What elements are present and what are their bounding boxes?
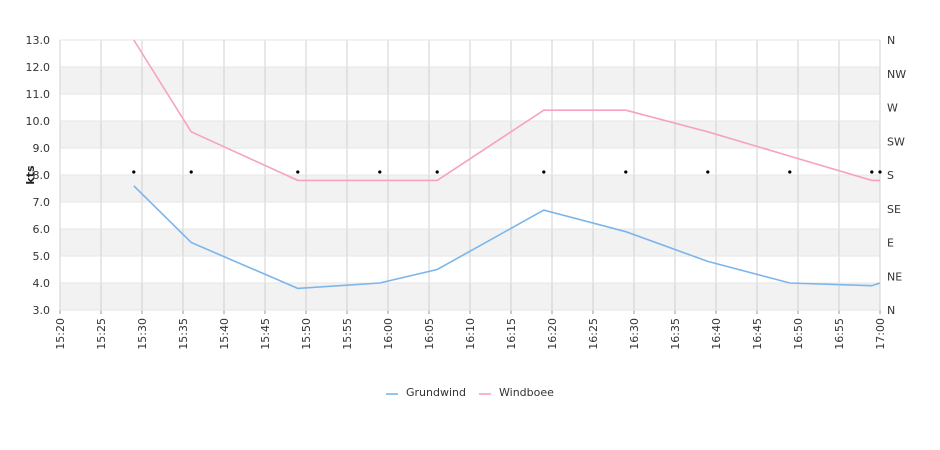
vertical-gridlines [59,40,881,314]
y-axis-title: kts [24,165,37,185]
x-tick-label: 15:45 [259,318,272,350]
x-tick-label: 15:55 [341,318,354,350]
direction-tick-label: S [887,169,894,182]
y-tick-label: 8.0 [33,169,51,182]
x-tick-label: 16:20 [546,318,559,350]
x-tick-label: 16:30 [628,318,641,350]
x-tick-label: 16:40 [710,318,723,350]
direction-tick-label: SE [887,203,901,216]
x-tick-label: 15:40 [218,318,231,350]
legend-label: Windboee [499,386,554,399]
x-tick-label: 16:05 [423,318,436,350]
y-tick-label: 6.0 [33,223,51,236]
legend: Grundwind Windboee [386,386,554,399]
x-tick-label: 16:45 [751,318,764,350]
x-tick-label: 15:25 [95,318,108,350]
x-tick-label: 15:50 [300,318,313,350]
y-axis-ticks: 3.0 4.0 5.0 6.0 7.0 8.0 9.0 10.0 11.0 12.0 13.0 [26,34,51,317]
y-tick-label: 11.0 [26,88,51,101]
x-tick-label: 16:35 [669,318,682,350]
direction-marker [378,170,382,174]
y-tick-label: 4.0 [33,277,51,290]
x-tick-label: 17:00 [874,318,887,350]
direction-tick-label: N [887,34,895,47]
direction-marker [706,170,710,174]
y-tick-label: 7.0 [33,196,51,209]
direction-marker [132,170,136,174]
x-tick-label: 16:55 [833,318,846,350]
direction-tick-label: E [887,237,894,250]
direction-tick-label: N [887,304,895,317]
x-tick-label: 15:35 [177,318,190,350]
direction-marker [788,170,792,174]
x-tick-label: 16:25 [587,318,600,350]
direction-axis-ticks: N NE E SE S SW W NW N [887,34,906,317]
direction-tick-label: SW [887,135,905,148]
x-tick-label: 16:50 [792,318,805,350]
direction-marker [296,170,300,174]
direction-tick-label: W [887,102,898,115]
horizontal-gridlines [60,39,880,311]
direction-tick-label: NE [887,270,902,283]
x-tick-label: 15:20 [54,318,67,350]
series-line-grundwind [133,185,880,290]
direction-marker [189,170,193,174]
direction-marker [870,170,874,174]
x-tick-label: 16:10 [464,318,477,350]
direction-marker [878,170,882,174]
y-tick-label: 5.0 [33,250,51,263]
x-tick-label: 16:00 [382,318,395,350]
direction-marker [542,170,546,174]
legend-label: Grundwind [406,386,466,399]
x-axis-ticks: 15:20 15:25 15:30 15:35 15:40 15:45 15:50 15:55… [54,318,887,350]
direction-markers [132,170,882,174]
direction-marker [624,170,628,174]
y-tick-label: 13.0 [26,34,51,47]
direction-tick-label: NW [887,68,906,81]
x-tick-label: 16:15 [505,318,518,350]
x-tick-label: 15:30 [136,318,149,350]
series-lines [133,39,880,290]
y-tick-label: 3.0 [33,304,51,317]
y-tick-label: 9.0 [33,142,51,155]
y-tick-label: 12.0 [26,61,51,74]
series-line-windboee [133,39,880,182]
y-tick-label: 10.0 [26,115,51,128]
direction-marker [435,170,439,174]
